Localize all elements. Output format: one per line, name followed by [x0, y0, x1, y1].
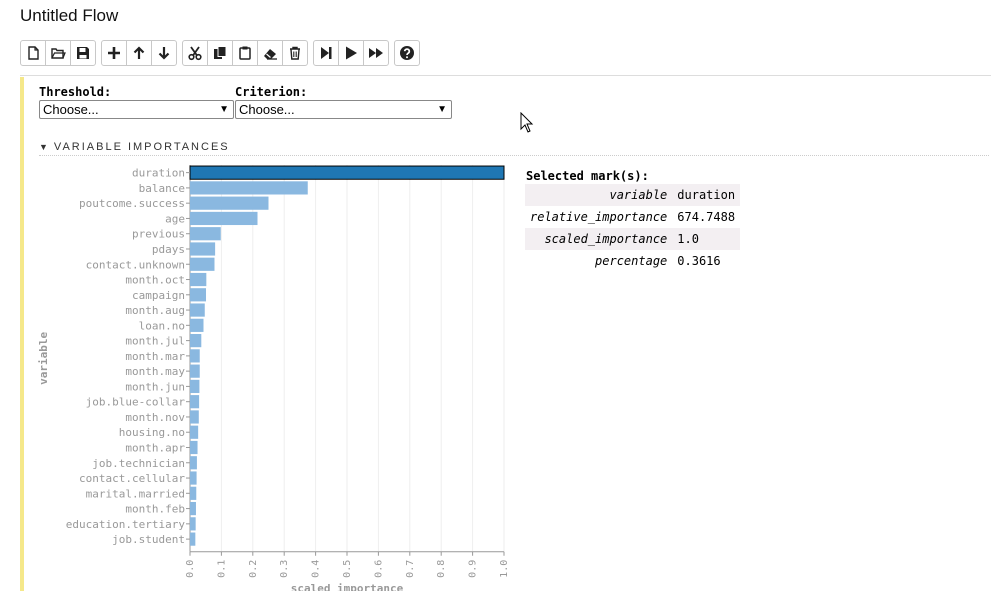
y-tick-label: duration: [132, 167, 185, 180]
y-tick-label: education.tertiary: [66, 518, 186, 531]
bar-education-tertiary[interactable]: [190, 517, 196, 530]
selected-value: duration: [672, 184, 740, 206]
bar-month-mar[interactable]: [190, 349, 200, 362]
y-tick-label: contact.cellular: [79, 472, 185, 485]
bar-month-may[interactable]: [190, 365, 200, 378]
x-tick-label: 0.3: [279, 560, 290, 578]
bar-age[interactable]: [190, 212, 258, 225]
bar-month-feb[interactable]: [190, 502, 196, 515]
selected-key: percentage: [525, 250, 672, 272]
y-tick-label: age: [165, 212, 185, 225]
x-tick-label: 1.0: [499, 560, 510, 578]
y-tick-label: poutcome.success: [79, 197, 185, 210]
y-tick-label: month.aug: [125, 304, 185, 317]
y-tick-label: job.student: [112, 533, 185, 546]
x-tick-label: 0.0: [185, 560, 196, 578]
selected-value: 0.3616: [672, 250, 740, 272]
y-tick-label: job.technician: [92, 457, 185, 470]
bar-marital-married[interactable]: [190, 487, 196, 500]
y-tick-label: month.jun: [125, 380, 185, 393]
y-tick-label: pdays: [152, 243, 185, 256]
selected-marks-table: variable duration relative_importance 674.7…: [525, 184, 740, 272]
y-tick-label: contact.unknown: [86, 258, 185, 271]
bar-contact-cellular[interactable]: [190, 471, 197, 484]
y-tick-label: month.may: [125, 365, 185, 378]
selected-value: 1.0: [672, 228, 740, 250]
y-tick-label: month.apr: [125, 441, 185, 454]
selected-row: scaled_importance 1.0: [525, 228, 740, 250]
y-tick-label: campaign: [132, 289, 185, 302]
y-tick-label: balance: [139, 182, 185, 195]
y-tick-label: loan.no: [139, 319, 185, 332]
bar-contact-unknown[interactable]: [190, 258, 214, 271]
selected-row: percentage 0.3616: [525, 250, 740, 272]
x-tick-label: 0.7: [405, 560, 416, 578]
y-tick-label: month.nov: [125, 411, 185, 424]
y-tick-label: housing.no: [119, 426, 185, 439]
y-tick-label: job.blue-collar: [86, 396, 186, 409]
bar-campaign[interactable]: [190, 288, 206, 301]
y-axis-title: variable: [37, 332, 50, 385]
y-tick-label: month.jul: [125, 335, 185, 348]
y-tick-label: month.feb: [125, 503, 185, 516]
selected-key: scaled_importance: [525, 228, 672, 250]
x-tick-label: 0.9: [468, 560, 479, 578]
x-tick-label: 0.1: [216, 560, 227, 578]
bar-job-blue-collar[interactable]: [190, 395, 199, 408]
bar-housing-no[interactable]: [190, 426, 198, 439]
selected-key: relative_importance: [525, 206, 672, 228]
bar-month-apr[interactable]: [190, 441, 198, 454]
x-tick-label: 0.4: [311, 560, 322, 578]
bar-loan-no[interactable]: [190, 319, 204, 332]
bar-balance[interactable]: [190, 181, 308, 194]
bar-duration[interactable]: [190, 166, 504, 179]
bar-month-oct[interactable]: [190, 273, 206, 286]
x-tick-label: 0.2: [248, 560, 259, 578]
mouse-pointer-icon: [520, 112, 534, 134]
bar-poutcome-success[interactable]: [190, 197, 269, 210]
x-axis-title: scaled_importance: [291, 582, 404, 591]
selected-marks-header: Selected mark(s):: [526, 169, 649, 183]
bar-pdays[interactable]: [190, 242, 215, 255]
bar-previous[interactable]: [190, 227, 221, 240]
bar-job-technician[interactable]: [190, 456, 197, 469]
x-tick-label: 0.6: [373, 560, 384, 578]
bar-month-aug[interactable]: [190, 303, 205, 316]
y-tick-label: previous: [132, 228, 185, 241]
selected-key: variable: [525, 184, 672, 206]
selected-row: variable duration: [525, 184, 740, 206]
bar-month-jun[interactable]: [190, 380, 199, 393]
y-tick-label: month.mar: [125, 350, 185, 363]
selected-value: 674.7488: [672, 206, 740, 228]
y-tick-label: month.oct: [125, 274, 185, 287]
x-tick-label: 0.5: [342, 560, 353, 578]
bar-month-nov[interactable]: [190, 410, 199, 423]
bar-job-student[interactable]: [190, 533, 195, 546]
selected-row: relative_importance 674.7488: [525, 206, 740, 228]
y-tick-label: marital.married: [86, 487, 185, 500]
x-tick-label: 0.8: [436, 560, 447, 578]
bar-month-jul[interactable]: [190, 334, 201, 347]
